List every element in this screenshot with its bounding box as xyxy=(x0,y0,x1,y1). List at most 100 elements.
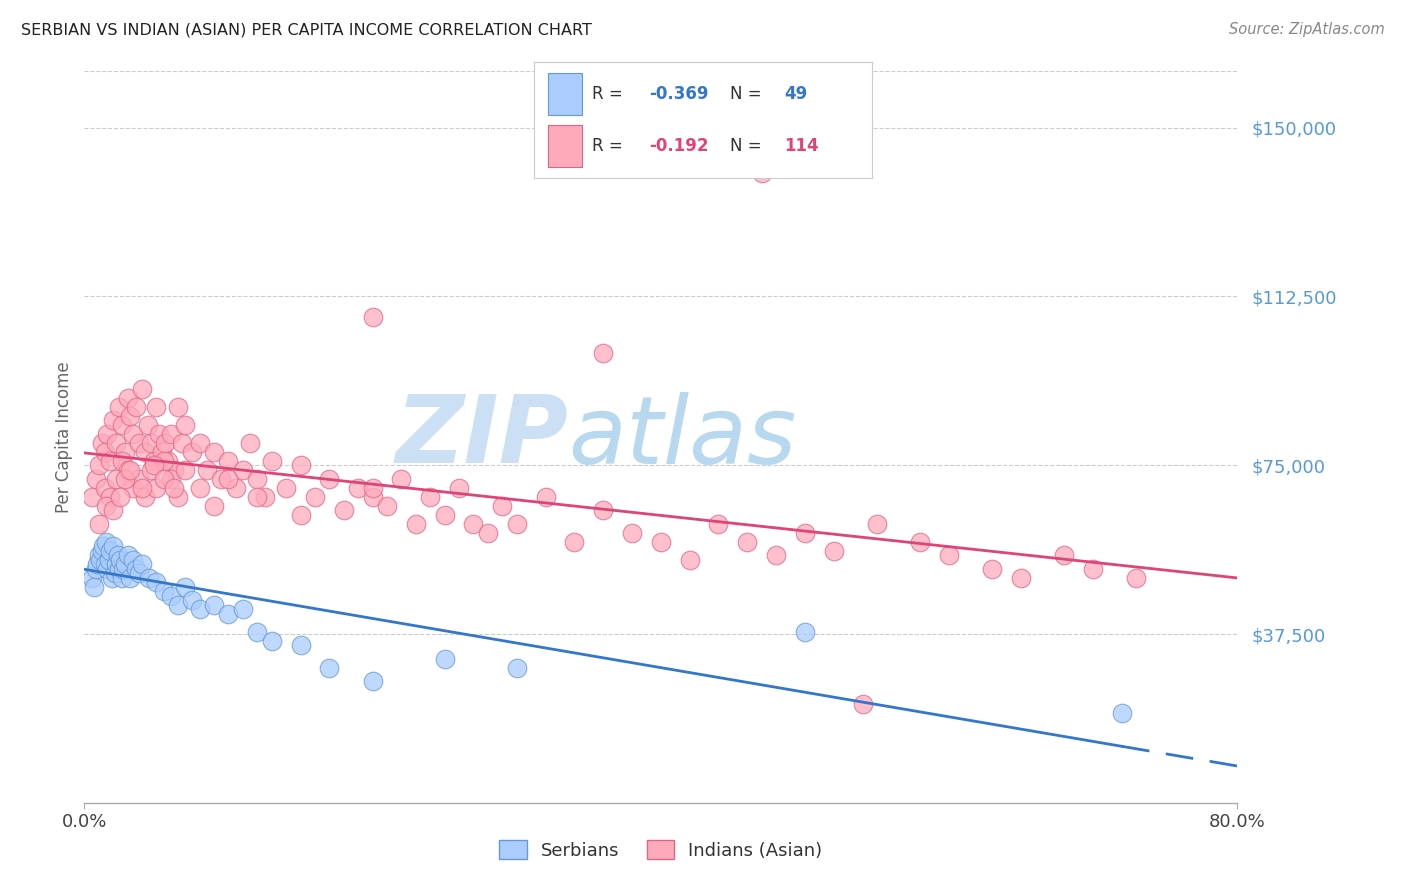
Point xyxy=(134,490,156,504)
Point xyxy=(592,503,614,517)
Point xyxy=(246,472,269,486)
Point xyxy=(202,499,225,513)
Point xyxy=(86,558,108,572)
Point xyxy=(136,417,159,432)
Point xyxy=(449,481,471,495)
Point xyxy=(152,472,174,486)
Point xyxy=(592,345,614,359)
Point xyxy=(433,508,456,522)
Point xyxy=(246,490,269,504)
FancyBboxPatch shape xyxy=(548,73,582,114)
Point xyxy=(765,548,787,562)
Point xyxy=(239,435,262,450)
Point xyxy=(153,435,176,450)
Text: N =: N = xyxy=(730,137,766,155)
Point xyxy=(218,472,240,486)
Legend: Serbians, Indians (Asian): Serbians, Indians (Asian) xyxy=(492,833,830,867)
Point xyxy=(93,481,115,495)
Point xyxy=(120,571,142,585)
Point xyxy=(391,472,413,486)
Point xyxy=(737,534,759,549)
Text: R =: R = xyxy=(592,85,627,103)
Point xyxy=(96,426,118,441)
Point xyxy=(97,553,120,567)
Point xyxy=(751,166,773,180)
Point xyxy=(128,566,150,581)
Point xyxy=(105,558,128,572)
Point xyxy=(463,516,485,531)
Point xyxy=(131,481,153,495)
Point xyxy=(174,463,197,477)
Point xyxy=(122,481,145,495)
Text: ZIP: ZIP xyxy=(395,391,568,483)
Text: SERBIAN VS INDIAN (ASIAN) PER CAPITA INCOME CORRELATION CHART: SERBIAN VS INDIAN (ASIAN) PER CAPITA INC… xyxy=(21,22,592,37)
Point xyxy=(89,553,111,567)
Point xyxy=(260,633,283,648)
Point xyxy=(163,463,186,477)
Point xyxy=(139,463,162,477)
Point xyxy=(707,516,730,531)
Point xyxy=(981,562,1004,576)
Point xyxy=(361,310,384,324)
Point xyxy=(1053,548,1076,562)
Point xyxy=(80,490,103,504)
Point xyxy=(94,534,117,549)
Point xyxy=(87,548,110,562)
Point xyxy=(152,584,174,599)
Point xyxy=(276,481,298,495)
Point xyxy=(506,516,529,531)
Point xyxy=(105,472,128,486)
Point xyxy=(105,435,128,450)
Point xyxy=(87,458,110,473)
FancyBboxPatch shape xyxy=(548,125,582,167)
Point xyxy=(98,453,121,467)
Point xyxy=(125,400,148,414)
Point xyxy=(866,516,889,531)
Point xyxy=(910,534,932,549)
Point xyxy=(174,580,197,594)
Point xyxy=(333,503,356,517)
Point xyxy=(1111,706,1133,720)
Point xyxy=(160,589,183,603)
Point xyxy=(225,481,247,495)
Point xyxy=(290,638,312,652)
Point xyxy=(679,553,702,567)
Point xyxy=(111,453,134,467)
Point xyxy=(91,539,114,553)
Point xyxy=(114,444,136,458)
Point xyxy=(188,602,211,616)
Point xyxy=(260,453,283,467)
Point xyxy=(98,490,121,504)
Text: -0.369: -0.369 xyxy=(650,85,709,103)
Point xyxy=(253,490,276,504)
Point xyxy=(419,490,441,504)
Y-axis label: Per Capita Income: Per Capita Income xyxy=(55,361,73,513)
Point xyxy=(138,571,160,585)
Point xyxy=(1125,571,1147,585)
Point xyxy=(128,435,150,450)
Point xyxy=(202,444,225,458)
Point xyxy=(125,562,148,576)
Point xyxy=(188,435,211,450)
Point xyxy=(290,508,312,522)
Point xyxy=(103,503,124,517)
Point xyxy=(131,382,153,396)
Point xyxy=(852,697,875,711)
Point xyxy=(188,481,211,495)
Text: Source: ZipAtlas.com: Source: ZipAtlas.com xyxy=(1229,22,1385,37)
Point xyxy=(145,481,167,495)
Text: -0.192: -0.192 xyxy=(650,137,709,155)
Point xyxy=(83,580,105,594)
Point xyxy=(103,539,124,553)
Point xyxy=(87,516,110,531)
Point xyxy=(104,566,127,581)
Point xyxy=(209,472,232,486)
Point xyxy=(167,400,190,414)
Point xyxy=(139,435,162,450)
Point xyxy=(107,548,129,562)
Point xyxy=(318,661,340,675)
Point xyxy=(90,435,112,450)
Point xyxy=(117,391,139,405)
Point xyxy=(218,453,240,467)
Point xyxy=(232,463,254,477)
